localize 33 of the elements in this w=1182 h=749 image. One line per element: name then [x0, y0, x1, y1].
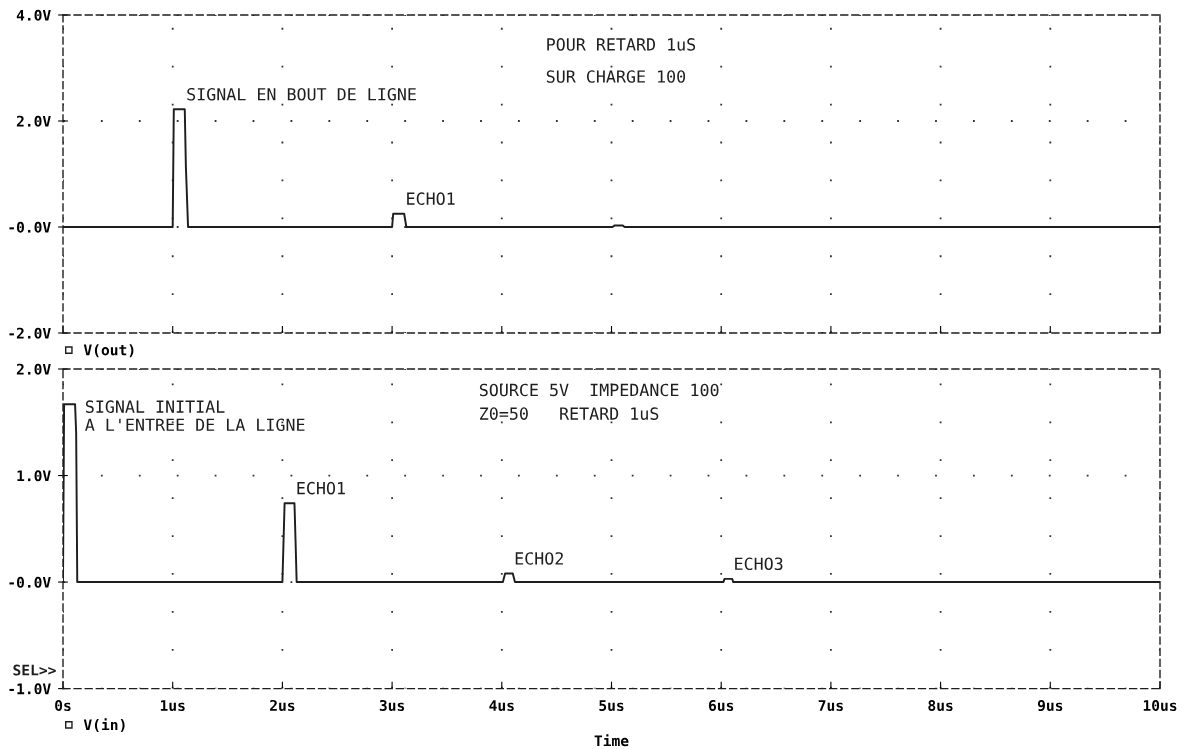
- annotation: SOURCE 5V IMPEDANCE 100: [479, 383, 719, 397]
- annotation: POUR RETARD 1uS: [547, 38, 696, 51]
- y-tick-label: -1.0V: [9, 683, 51, 695]
- x-tick-label: 7us: [818, 700, 843, 711]
- annotation: ECHO1: [407, 192, 455, 205]
- legend-label: V(in): [83, 718, 125, 732]
- y-tick-label: -0.0V: [9, 221, 51, 233]
- annotation: Z0=50 RETARD 1uS: [480, 407, 659, 420]
- y-tick-label: 2.0V: [16, 115, 51, 127]
- annotation: ECHO2: [515, 552, 563, 565]
- x-tick-label: 9us: [1037, 700, 1063, 712]
- y-tick-label: 1.0V: [17, 470, 51, 482]
- x-tick-label: 8us: [928, 699, 953, 711]
- annotation: ECHO1: [297, 481, 345, 495]
- y-tick-label: -2.0V: [9, 327, 51, 339]
- y-tick-label: 4.0V: [16, 9, 51, 21]
- y-tick-label: 2.0V: [16, 363, 51, 375]
- x-axis-title: Time: [594, 734, 629, 747]
- annotation: ECHO3: [735, 557, 783, 571]
- x-tick-label: 1us: [160, 700, 185, 711]
- x-tick-label: 4us: [489, 700, 514, 711]
- x-tick-label: 2us: [270, 699, 295, 711]
- x-tick-label: 6us: [708, 699, 734, 712]
- legend-label: V(out): [83, 344, 134, 358]
- text: SEL>>: [13, 664, 56, 676]
- x-tick-label: 5us: [599, 700, 624, 711]
- annotation: SIGNAL EN BOUT DE LIGNE: [187, 87, 416, 101]
- x-tick-label: 10us: [1143, 699, 1177, 711]
- x-tick-label: 3us: [379, 699, 405, 711]
- x-tick-label: 0s: [55, 699, 71, 711]
- y-tick-label: -0.0V: [9, 576, 51, 588]
- annotation: SIGNAL INITIAL A L'ENTREE DE LA LIGNE: [85, 400, 305, 432]
- annotation: SUR CHARGE 100: [546, 70, 686, 83]
